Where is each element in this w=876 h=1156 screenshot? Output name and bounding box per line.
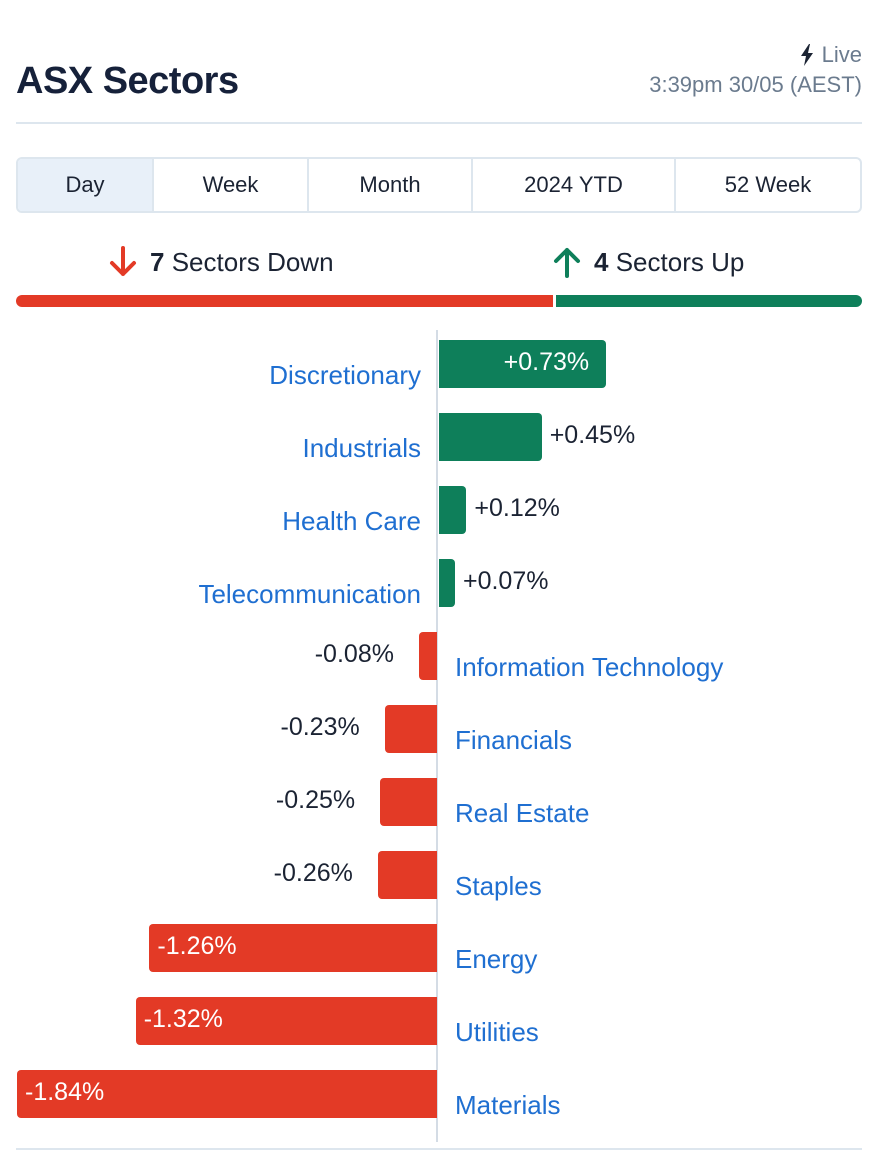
bar-value-label: -1.26% bbox=[157, 932, 237, 960]
bar-information-technology bbox=[418, 632, 437, 680]
timestamp: 3:39pm 30/05 (AEST) bbox=[649, 72, 862, 97]
bar-value-label: -0.08% bbox=[314, 640, 394, 668]
arrow-up-icon bbox=[554, 248, 580, 278]
bar-utilities bbox=[135, 997, 437, 1045]
sector-link-staples[interactable]: Staples bbox=[455, 871, 542, 901]
divider bbox=[16, 1148, 862, 1150]
bar-materials bbox=[17, 1070, 437, 1118]
period-tabs: Day Week Month 2024 YTD 52 Week bbox=[16, 157, 862, 213]
bar-value-label: -0.23% bbox=[280, 713, 360, 741]
bar-real-estate bbox=[379, 778, 437, 826]
bar-value-label: +0.07% bbox=[462, 567, 549, 595]
header: ASX Sectors Live 3:39pm 30/05 (AEST) bbox=[16, 0, 862, 124]
bar-financials bbox=[384, 705, 437, 753]
live-indicator: Live bbox=[800, 42, 862, 68]
tab-day[interactable]: Day bbox=[18, 159, 154, 211]
sectors-up-summary: 4 Sectors Up bbox=[552, 246, 744, 278]
bar-value-label: -1.84% bbox=[25, 1078, 105, 1106]
tab-week[interactable]: Week bbox=[154, 159, 309, 211]
breadth-bar-up bbox=[555, 295, 862, 307]
sector-link-utilities[interactable]: Utilities bbox=[455, 1017, 539, 1047]
bar-health-care bbox=[439, 486, 467, 534]
breadth-bar-down bbox=[16, 295, 553, 307]
bar-value-label: -1.32% bbox=[143, 1005, 223, 1033]
sectors-down-count: 7 bbox=[150, 246, 165, 277]
tab-month[interactable]: Month bbox=[309, 159, 473, 211]
sector-link-health-care[interactable]: Health Care bbox=[282, 506, 421, 536]
bar-value-label: +0.45% bbox=[549, 421, 636, 449]
tab-52-week[interactable]: 52 Week bbox=[724, 172, 812, 197]
zero-axis bbox=[436, 330, 438, 1142]
page-title: ASX Sectors bbox=[16, 60, 239, 102]
sectors-down-summary: 7 Sectors Down bbox=[108, 246, 334, 278]
breadth-bar bbox=[16, 295, 862, 307]
sector-link-materials[interactable]: Materials bbox=[455, 1090, 561, 1120]
bar-industrials bbox=[439, 413, 542, 461]
sector-link-financials[interactable]: Financials bbox=[455, 725, 573, 755]
breadth-summary: 7 Sectors Down 4 Sectors Up bbox=[16, 240, 862, 310]
sectors-up-count: 4 bbox=[594, 246, 609, 277]
arrow-down-icon bbox=[110, 246, 136, 276]
bar-discretionary bbox=[439, 340, 606, 388]
sectors-down-text: Sectors Down bbox=[171, 246, 334, 277]
lightning-icon bbox=[800, 44, 813, 66]
sectors-up-text: Sectors Up bbox=[615, 246, 745, 277]
bar-energy bbox=[149, 924, 437, 972]
sector-link-real-estate[interactable]: Real Estate bbox=[455, 798, 590, 828]
bar-value-label: +0.12% bbox=[474, 494, 560, 522]
sector-link-discretionary[interactable]: Discretionary bbox=[269, 360, 421, 390]
bar-value-label: +0.73% bbox=[503, 348, 590, 376]
sector-link-energy[interactable]: Energy bbox=[455, 944, 538, 974]
bar-staples bbox=[377, 851, 437, 899]
bar-value-label: -0.26% bbox=[273, 859, 353, 887]
live-label: Live bbox=[821, 42, 862, 67]
sector-link-telecommunication[interactable]: Telecommunication bbox=[198, 579, 421, 609]
sector-bar-chart: +0.73% Discretionary +0.45% Industrials +0.1… bbox=[0, 330, 876, 1144]
sector-link-information-technology[interactable]: Information Technology bbox=[455, 652, 724, 682]
bar-value-label: -0.25% bbox=[275, 786, 356, 814]
bar-telecommunication bbox=[439, 559, 455, 607]
sector-link-industrials[interactable]: Industrials bbox=[302, 433, 422, 463]
tab-2024-ytd[interactable]: 2024 YTD bbox=[473, 159, 676, 211]
